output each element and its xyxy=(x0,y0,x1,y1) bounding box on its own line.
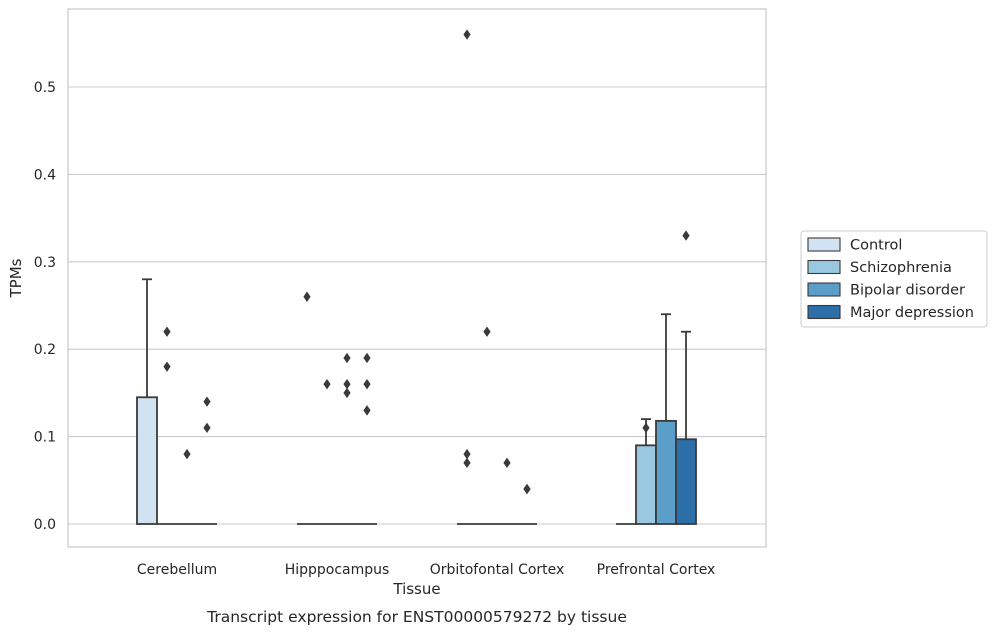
y-tick-label: 0.1 xyxy=(34,430,56,446)
legend-swatch xyxy=(807,259,841,275)
box xyxy=(136,396,158,525)
x-axis-label: Tissue xyxy=(392,580,440,598)
x-tick-label: Hipppocampus xyxy=(285,562,390,578)
y-tick-label: 0.0 xyxy=(34,517,56,533)
outlier-point xyxy=(343,352,351,364)
box xyxy=(675,438,697,525)
outlier-point xyxy=(682,230,690,241)
legend-label: Bipolar disorder xyxy=(850,283,965,299)
legend-label: Major depression xyxy=(850,305,974,321)
legend-label: Control xyxy=(850,238,902,254)
outlier-point xyxy=(203,396,211,407)
box xyxy=(635,444,657,525)
y-axis-label: TPMs xyxy=(7,258,25,298)
outlier-point xyxy=(642,422,650,434)
outlier-point xyxy=(323,378,331,390)
box xyxy=(655,419,677,525)
outlier-point xyxy=(463,457,471,469)
x-tick-label: Orbitofontal Cortex xyxy=(430,562,565,578)
outlier-point xyxy=(363,352,371,364)
outlier-point xyxy=(463,29,471,40)
outlier-point xyxy=(183,448,191,460)
outlier-point xyxy=(163,361,171,372)
y-tick-label: 0.5 xyxy=(34,80,56,96)
x-tick-label: Cerebellum xyxy=(137,562,217,578)
y-tick-label: 0.3 xyxy=(34,255,56,271)
outlier-point xyxy=(363,378,371,390)
legend: Control Schizophrenia Bipolar disorder Majo… xyxy=(800,230,988,328)
legend-frame xyxy=(800,230,988,328)
y-tick-label: 0.2 xyxy=(34,342,56,358)
y-tick-labels: 0.0 0.1 0.2 0.3 0.4 0.5 xyxy=(34,80,56,533)
outlier-point xyxy=(503,457,511,469)
legend-swatch xyxy=(807,237,841,252)
outlier-point xyxy=(163,326,171,337)
outlier-point xyxy=(343,387,351,399)
outlier-point xyxy=(483,326,491,337)
chart-caption: Transcript expression for ENST0000057927… xyxy=(206,608,627,626)
y-tick-label: 0.4 xyxy=(34,167,56,183)
outlier-point xyxy=(343,378,351,390)
outlier-point xyxy=(303,291,311,302)
x-tick-labels: Cerebellum Hipppocampus Orbitofontal Corte… xyxy=(137,562,715,578)
legend-label: Schizophrenia xyxy=(850,260,952,276)
outlier-point xyxy=(463,448,471,460)
outlier-point xyxy=(523,483,531,495)
legend-swatch xyxy=(807,282,841,297)
outlier-point xyxy=(363,405,371,416)
outlier-point xyxy=(203,422,211,434)
box-series xyxy=(136,29,697,525)
x-tick-label: Prefrontal Cortex xyxy=(597,562,716,578)
legend-swatch xyxy=(807,304,841,320)
